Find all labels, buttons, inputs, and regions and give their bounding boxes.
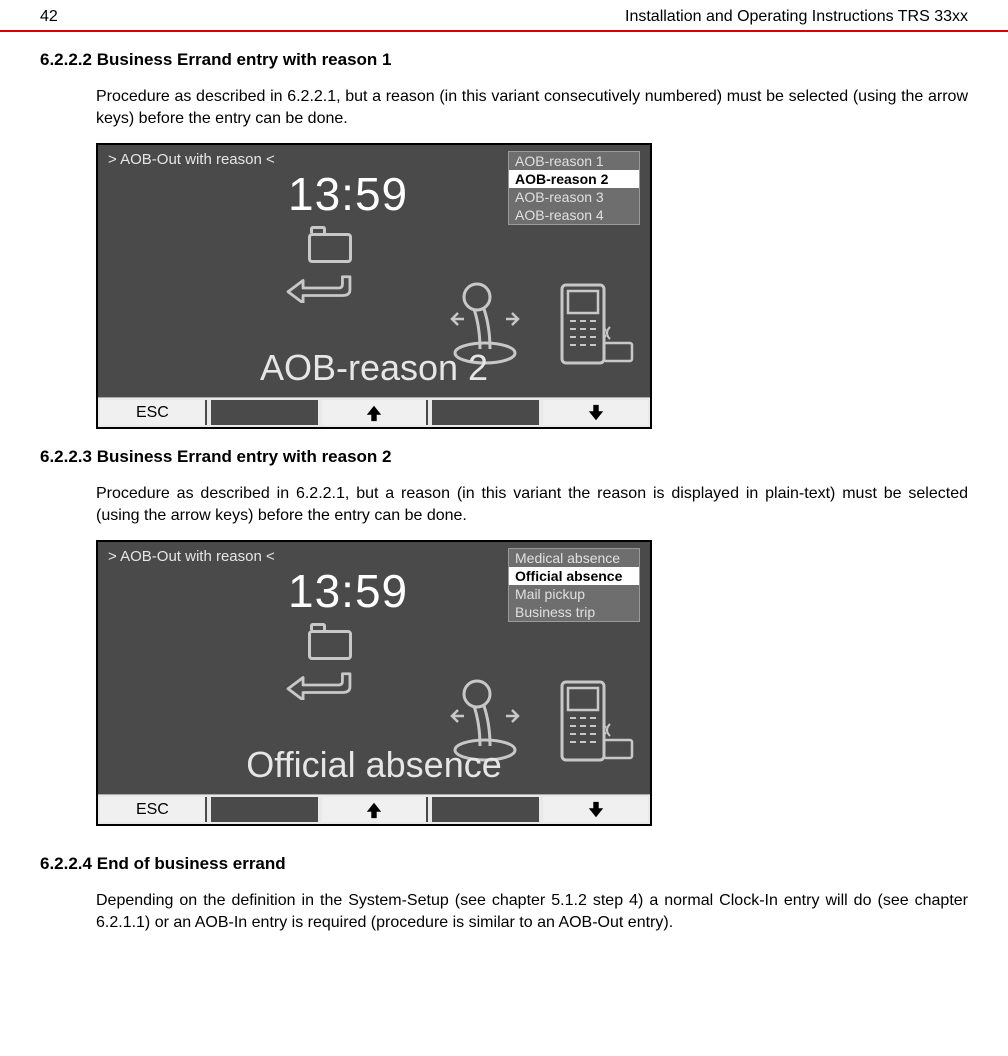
selected-reason-display: Official absence [98, 744, 650, 786]
up-button[interactable] [322, 797, 429, 822]
section-title: Business Errand entry with reason 2 [97, 447, 392, 466]
section-heading-3: 6.2.2.4 End of business errand [40, 854, 968, 874]
esc-button[interactable]: ESC [100, 400, 207, 425]
down-button[interactable] [543, 400, 648, 425]
arrow-down-icon [587, 801, 605, 819]
up-button[interactable] [322, 400, 429, 425]
section-title: Business Errand entry with reason 1 [97, 50, 392, 69]
reason-item-1[interactable]: AOB-reason 1 [509, 152, 639, 170]
content: 6.2.2.2 Business Errand entry with reaso… [0, 50, 1008, 968]
reason-item-3[interactable]: AOB-reason 3 [509, 188, 639, 206]
reason-item-3[interactable]: Mail pickup [509, 585, 639, 603]
reason-item-2[interactable]: Official absence [509, 567, 639, 585]
selected-reason-display: AOB-reason 2 [98, 347, 650, 389]
arrow-up-icon [365, 404, 383, 422]
header-rule [0, 30, 1008, 32]
arrow-down-icon [587, 404, 605, 422]
reason-item-2[interactable]: AOB-reason 2 [509, 170, 639, 188]
section-body-3: Depending on the definition in the Syste… [96, 890, 968, 933]
button-slot-2[interactable] [211, 400, 318, 425]
device-screenshot-1: > AOB-Out with reason < 13:59 AOB-reason… [96, 143, 652, 429]
section-number: 6.2.2.2 [40, 50, 92, 69]
device-body: > AOB-Out with reason < 13:59 Medical ab… [98, 542, 650, 794]
esc-button[interactable]: ESC [100, 797, 207, 822]
reason-item-4[interactable]: Business trip [509, 603, 639, 621]
section-body-2: Procedure as described in 6.2.2.1, but a… [96, 483, 968, 526]
doc-title: Installation and Operating Instructions … [625, 8, 968, 26]
screen-title: > AOB-Out with reason < [108, 548, 275, 565]
button-slot-4[interactable] [432, 400, 539, 425]
folder-out-icon [282, 630, 378, 702]
arrow-up-icon [365, 801, 383, 819]
reason-list[interactable]: AOB-reason 1 AOB-reason 2 AOB-reason 3 A… [508, 151, 640, 225]
section-body-1: Procedure as described in 6.2.2.1, but a… [96, 86, 968, 129]
device-screenshot-2: > AOB-Out with reason < 13:59 Medical ab… [96, 540, 652, 826]
button-bar: ESC [98, 794, 650, 824]
back-arrow-icon [286, 273, 352, 303]
down-button[interactable] [543, 797, 648, 822]
button-bar: ESC [98, 397, 650, 427]
section-heading-2: 6.2.2.3 Business Errand entry with reaso… [40, 447, 968, 467]
back-arrow-icon [286, 670, 352, 700]
page-number: 42 [40, 8, 58, 26]
section-title: End of business errand [97, 854, 286, 873]
device-body: > AOB-Out with reason < 13:59 AOB-reason… [98, 145, 650, 397]
clock-display: 13:59 [288, 167, 408, 221]
section-number: 6.2.2.4 [40, 854, 92, 873]
page: 42 Installation and Operating Instructio… [0, 0, 1008, 968]
button-slot-4[interactable] [432, 797, 539, 822]
reason-item-1[interactable]: Medical absence [509, 549, 639, 567]
reason-item-4[interactable]: AOB-reason 4 [509, 206, 639, 224]
section-heading-1: 6.2.2.2 Business Errand entry with reaso… [40, 50, 968, 70]
reason-list[interactable]: Medical absence Official absence Mail pi… [508, 548, 640, 622]
folder-out-icon [282, 233, 378, 305]
button-slot-2[interactable] [211, 797, 318, 822]
page-header: 42 Installation and Operating Instructio… [0, 0, 1008, 30]
section-number: 6.2.2.3 [40, 447, 92, 466]
clock-display: 13:59 [288, 564, 408, 618]
screen-title: > AOB-Out with reason < [108, 151, 275, 168]
